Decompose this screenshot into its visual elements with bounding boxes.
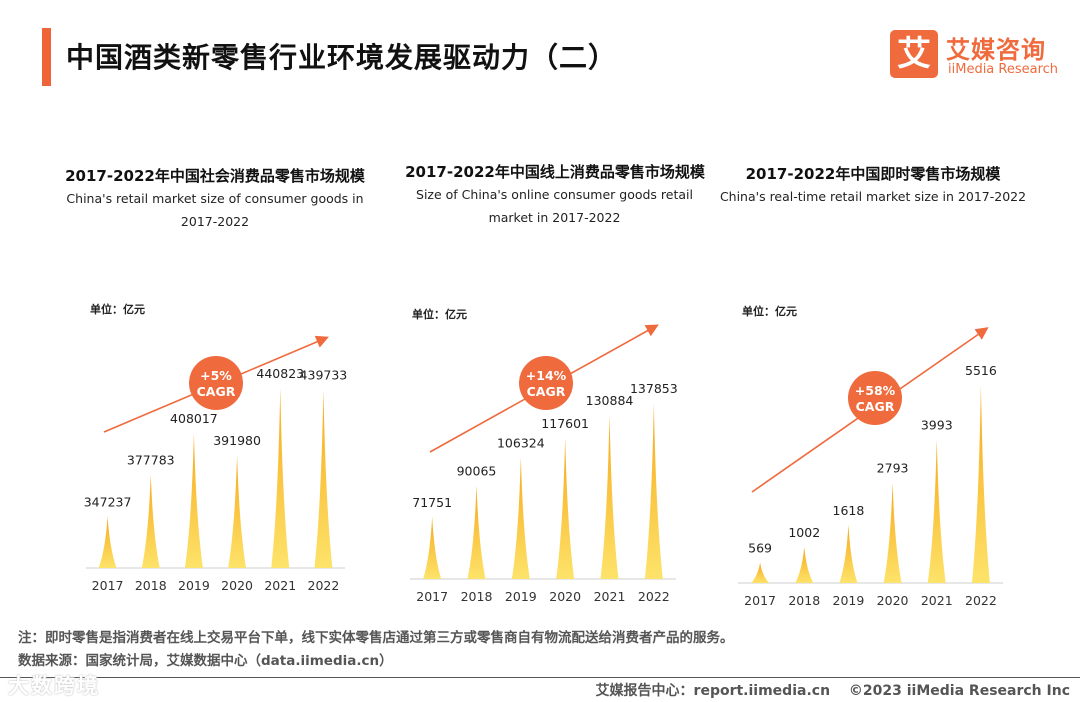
- chart2-bar: [644, 403, 663, 579]
- chart3-year-tick: 2022: [965, 593, 997, 608]
- chart1-year-tick: 2019: [178, 578, 210, 593]
- chart1-value-label: 391980: [213, 433, 261, 448]
- chart1-value-label: 377783: [127, 452, 175, 467]
- chart1-bar: [271, 388, 290, 568]
- page-title: 中国酒类新零售行业环境发展驱动力（二）: [66, 41, 618, 74]
- chart3-year-tick: 2021: [921, 593, 953, 608]
- iimedia-logo: 艾 艾媒咨询 iiMedia Research: [890, 30, 1070, 82]
- chart2-value-label: 71751: [412, 495, 452, 510]
- chart3-bar: [751, 562, 770, 583]
- chart2-bar: [556, 437, 575, 579]
- chart2-cagr-bubble: [519, 356, 573, 410]
- chart3-cagr-value: +58%: [855, 383, 896, 398]
- chart1-year-tick: 2022: [308, 578, 340, 593]
- footer-divider: [0, 677, 1080, 678]
- chart2-year-tick: 2017: [416, 589, 448, 604]
- footer-copyright: ©2023 iiMedia Research Inc: [848, 683, 1070, 699]
- chart2-bar: [423, 516, 442, 579]
- chart2-unit-label: 单位：亿元: [412, 307, 467, 321]
- watermark: 大数跨境: [8, 674, 100, 698]
- chart1-value-label: 439733: [300, 367, 348, 382]
- chart3-title: 2017-2022年中国即时零售市场规模: [745, 165, 1001, 183]
- chart1-bar: [314, 389, 333, 568]
- chart3-subtitle: China's real-time retail market size in …: [719, 189, 1027, 204]
- chart1-cagr-bubble: [189, 356, 243, 410]
- chart1-bar: [184, 432, 203, 568]
- chart2-value-label: 117601: [541, 416, 589, 431]
- chart1-value-label: 347237: [84, 494, 132, 509]
- chart2-cagr-label: CAGR: [527, 384, 566, 399]
- chart2-subtitle: Size of China's online consumer goods re…: [416, 187, 693, 225]
- chart1-title: 2017-2022年中国社会消费品零售市场规模: [65, 167, 365, 185]
- chart1-bar: [98, 516, 117, 568]
- chart3-value-label: 569: [748, 541, 772, 556]
- chart1-value-label: 440823: [256, 366, 304, 381]
- logo-mark: 艾: [890, 30, 938, 78]
- chart2-cagr-value: +14%: [526, 368, 567, 383]
- chart2-bar: [511, 457, 530, 579]
- chart3-value-label: 5516: [965, 363, 997, 378]
- logo-en-text: iiMedia Research: [948, 62, 1059, 77]
- chart1-value-label: 408017: [170, 411, 218, 426]
- chart2-year-tick: 2018: [461, 589, 493, 604]
- logo-cn-text: 艾媒咨询: [946, 36, 1046, 64]
- chart3-value-label: 1002: [788, 525, 820, 540]
- chart3-value-label: 3993: [921, 418, 953, 433]
- chart2-year-tick: 2020: [549, 589, 581, 604]
- data-source: 数据来源：国家统计局，艾媒数据中心（data.iimedia.cn）: [18, 653, 393, 669]
- chart3-bar: [927, 439, 946, 583]
- chart2-year-tick: 2021: [594, 589, 626, 604]
- chart2-value-label: 130884: [586, 393, 634, 408]
- chart3-year-tick: 2019: [833, 593, 865, 608]
- chart3-year-tick: 2020: [877, 593, 909, 608]
- footer-site: 艾媒报告中心：report.iimedia.cn: [595, 683, 831, 699]
- chart3-bar: [971, 385, 990, 583]
- chart2-year-tick: 2022: [638, 589, 670, 604]
- chart3-bar: [795, 547, 814, 583]
- chart3-bar: [883, 482, 902, 583]
- chart3-unit-label: 单位：亿元: [742, 304, 797, 318]
- chart3-cagr-label: CAGR: [856, 399, 895, 414]
- chart1-cagr-label: CAGR: [197, 384, 236, 399]
- chart1-cagr-value: +5%: [200, 368, 232, 383]
- chart3-year-tick: 2017: [744, 593, 776, 608]
- footer: 艾媒报告中心：report.iimedia.cn ©2023 iiMedia R…: [582, 680, 1070, 700]
- chart2-title: 2017-2022年中国线上消费品零售市场规模: [405, 163, 705, 181]
- chart1-bar: [228, 454, 247, 568]
- chart2-value-label: 106324: [497, 435, 545, 450]
- chart3-value-label: 1618: [833, 503, 865, 518]
- chart2-bar: [467, 485, 486, 579]
- chart2-year-tick: 2019: [505, 589, 537, 604]
- chart1-year-tick: 2017: [92, 578, 124, 593]
- chart2-value-label: 137853: [630, 381, 678, 396]
- chart1-year-tick: 2018: [135, 578, 167, 593]
- chart3-value-label: 2793: [877, 461, 909, 476]
- chart1-subtitle: China's retail market size of consumer g…: [66, 191, 364, 229]
- footnote: 注：即时零售是指消费者在线上交易平台下单，线下实体零售店通过第三方或零售商自有物…: [18, 630, 734, 646]
- chart1-year-tick: 2021: [264, 578, 296, 593]
- chart3-bar: [839, 524, 858, 583]
- chart2-bar: [600, 414, 619, 579]
- chart2-value-label: 90065: [457, 463, 497, 478]
- chart1-year-tick: 2020: [221, 578, 253, 593]
- chart3-cagr-bubble: [848, 371, 902, 425]
- chart3-year-tick: 2018: [788, 593, 820, 608]
- chart1-bar: [141, 474, 160, 568]
- title-accent-bar: [42, 28, 51, 86]
- chart1-unit-label: 单位：亿元: [90, 302, 145, 316]
